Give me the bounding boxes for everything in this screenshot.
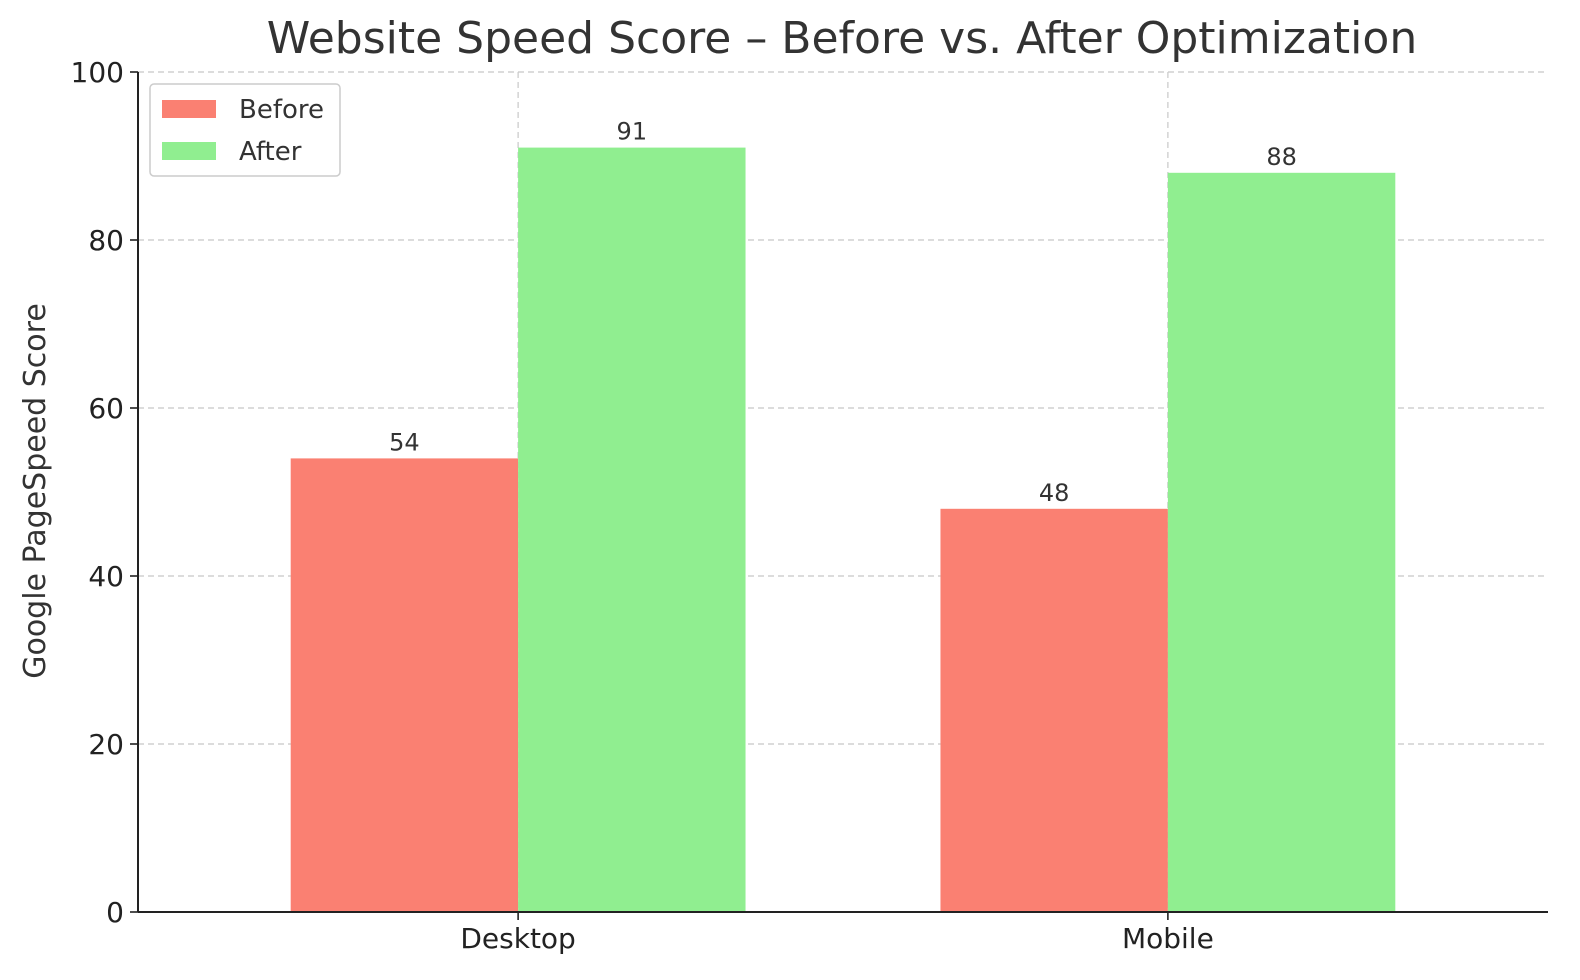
bar-before-mobile xyxy=(940,508,1168,912)
legend-label-before: Before xyxy=(239,95,324,125)
chart-title: Website Speed Score – Before vs. After O… xyxy=(267,13,1417,64)
data-label-after-desktop: 91 xyxy=(617,118,648,146)
bar-after-desktop xyxy=(518,147,746,913)
axes: 0 20 40 60 80 100 Desktop Mobile xyxy=(71,56,1548,955)
legend: Before After xyxy=(149,83,341,177)
legend-swatch-before xyxy=(162,100,216,118)
legend-swatch-after xyxy=(162,142,216,160)
data-label-before-desktop: 54 xyxy=(389,428,420,456)
data-label-after-mobile: 88 xyxy=(1266,143,1297,171)
bar-before-desktop xyxy=(290,458,519,912)
y-axis-label: Google PageSpeed Score xyxy=(18,303,53,679)
y-tick-label-80: 80 xyxy=(88,224,124,257)
bars xyxy=(290,147,1396,913)
y-tick-label-100: 100 xyxy=(71,56,124,89)
y-tick-label-40: 40 xyxy=(88,560,124,593)
legend-label-after: After xyxy=(239,137,302,167)
y-tick-label-20: 20 xyxy=(88,728,124,761)
data-label-before-mobile: 48 xyxy=(1039,479,1070,507)
y-tick-label-0: 0 xyxy=(106,896,124,929)
x-tick-label-mobile: Mobile xyxy=(1122,922,1214,955)
data-labels: 54 48 91 88 xyxy=(389,118,1297,507)
bar-after-mobile xyxy=(1167,172,1396,913)
x-tick-label-desktop: Desktop xyxy=(460,922,575,955)
y-tick-label-60: 60 xyxy=(88,392,124,425)
